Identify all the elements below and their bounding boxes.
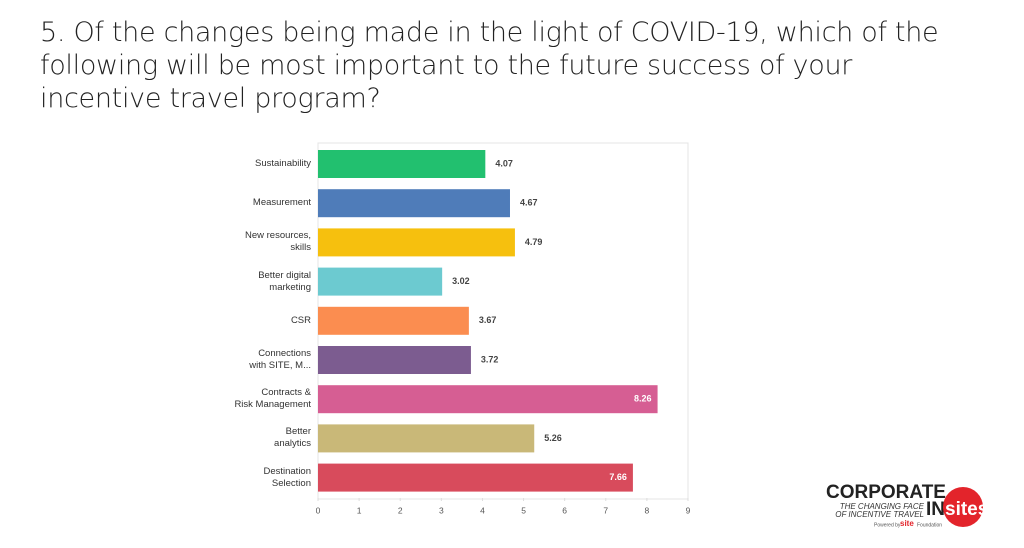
x-tick-label: 8 [645, 505, 650, 515]
x-tick-label: 4 [480, 505, 485, 515]
category-label: Sustainability [255, 158, 311, 169]
category-label: Contracts & Risk Management [234, 387, 311, 411]
x-tick-label: 2 [398, 505, 403, 515]
bar [318, 150, 486, 178]
bar [318, 306, 469, 335]
logo-text: Powered by [874, 522, 901, 528]
category-label: Connections with SITE, M... [249, 348, 311, 371]
category-label: Better analytics [274, 426, 311, 450]
category-label: Better digital marketing [258, 269, 311, 293]
bar [318, 267, 443, 296]
chart-title: 5. Of the changes being made in the ligh… [40, 17, 939, 114]
x-tick-label: 5 [521, 505, 526, 515]
logo-text: sites [945, 499, 988, 520]
bar [318, 424, 535, 453]
logo-text: IN [926, 499, 945, 520]
value-label: 7.66 [609, 472, 627, 482]
value-label: 5.26 [544, 433, 562, 443]
logo-text: Foundation [917, 522, 942, 528]
value-label: 4.79 [525, 237, 543, 247]
logo-text: OF INCENTIVE TRAVEL [835, 510, 924, 519]
value-label: 3.02 [452, 276, 470, 286]
category-label: New resources, skills [245, 230, 311, 254]
bar [318, 385, 658, 414]
bar [318, 346, 471, 374]
bar [318, 189, 510, 218]
value-label: 8.26 [634, 394, 652, 404]
x-tick-label: 7 [603, 505, 608, 515]
logo: CORPORATE THE CHANGING FACE OF INCENTIVE… [826, 482, 988, 528]
category-label: Measurement [252, 197, 311, 209]
category-label: Destination Selection [263, 465, 311, 489]
value-label: 3.72 [481, 354, 499, 364]
bar [318, 463, 633, 492]
value-label: 4.07 [495, 158, 513, 168]
logo-circle [943, 487, 983, 527]
x-tick-label: 9 [686, 505, 691, 515]
value-label: 3.67 [479, 315, 497, 325]
x-tick-label: 1 [357, 505, 362, 515]
logo-text: site [900, 519, 914, 528]
x-tick-label: 6 [562, 505, 567, 515]
logo-text: THE CHANGING FACE [840, 502, 925, 511]
x-tick-label: 3 [439, 505, 444, 515]
x-tick-label: 0 [316, 505, 321, 515]
category-label: CSR [290, 314, 311, 326]
bar [318, 228, 515, 257]
value-label: 4.67 [520, 198, 538, 208]
logo-text: CORPORATE [826, 482, 946, 503]
